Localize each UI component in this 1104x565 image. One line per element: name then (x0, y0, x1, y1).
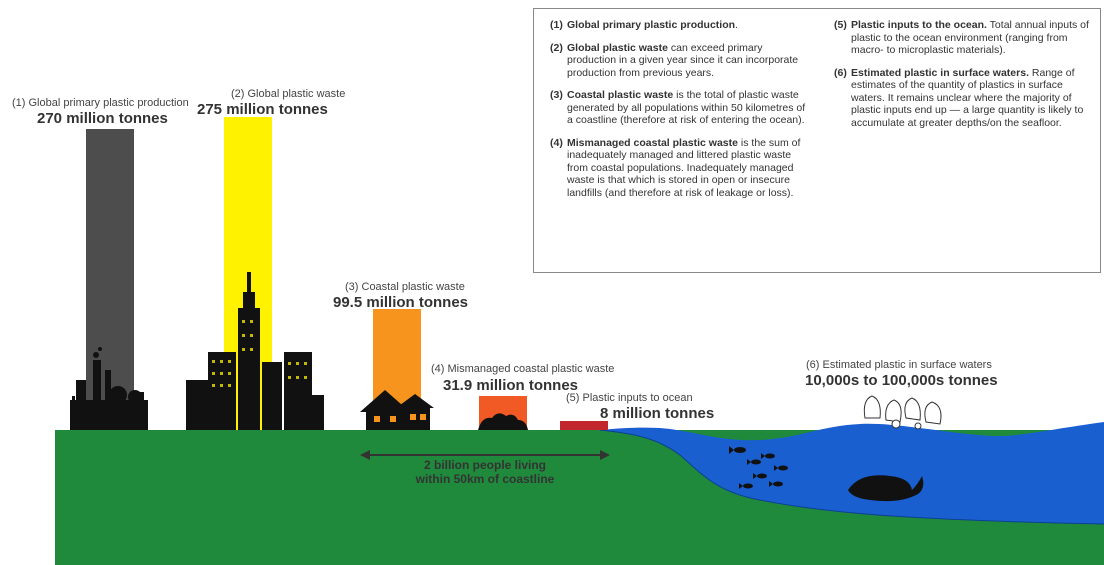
stage-5-label: (5) Plastic inputs to ocean (566, 392, 693, 404)
definition-item: (4) Mismanaged coastal plastic waste is t… (550, 137, 808, 200)
definition-number: (2) (550, 41, 563, 54)
definition-text: Total annual inputs of plastic to the oc… (851, 19, 1089, 56)
definition-text: Range of estimates of the quantity of pl… (851, 66, 1084, 129)
definition-number: (4) (550, 136, 563, 149)
definition-term: Coastal plastic waste (567, 89, 674, 101)
stage-3-value: 99.5 million tonnes (333, 294, 469, 311)
city-windows (212, 320, 307, 387)
definition-item: (5) Plastic inputs to the ocean. Total an… (834, 19, 1092, 57)
ocean (600, 422, 1104, 524)
definition-text: can exceed primary production in a given… (567, 41, 799, 79)
stage-4-label: (4) Mismanaged coastal plastic waste (431, 363, 615, 375)
definitions-right-column: (5) Plastic inputs to the ocean. Total an… (834, 19, 1092, 139)
coastal-population-note: 2 billion people living within 50km of c… (360, 458, 610, 486)
definitions-box: (1) Global primary plastic production. (2… (533, 8, 1101, 273)
plastic-bags-icon (863, 395, 942, 430)
people-line-1: 2 billion people living (423, 458, 546, 472)
definition-item: (3) Coastal plastic waste is the total of… (550, 89, 808, 127)
stage-3-label: (3) Coastal plastic waste (345, 281, 465, 293)
stage-1-label: (1) Global primary plastic production (12, 97, 189, 109)
definition-text: is the sum of inadequately managed and l… (567, 136, 801, 199)
definition-number: (5) (834, 19, 847, 31)
whale-icon (848, 475, 924, 502)
definition-text: . (735, 19, 738, 31)
double-arrow-icon (360, 450, 610, 460)
house-windows (374, 414, 426, 422)
skyscraper-icon (186, 272, 324, 430)
definition-term: Estimated plastic in surface waters. (851, 66, 1029, 79)
definition-number: (1) (550, 19, 563, 31)
definition-term: Global plastic waste (567, 41, 668, 54)
stage-6-label: (6) Estimated plastic in surface waters (806, 359, 992, 371)
definition-text: is the total of plastic waste generated … (567, 89, 806, 126)
definition-item: (6) Estimated plastic in surface waters. … (834, 67, 1092, 130)
definition-term: Global primary plastic production (567, 19, 736, 31)
garbage-pile-icon (478, 413, 528, 430)
stage-5-value: 8 million tonnes (600, 405, 715, 422)
definition-number: (6) (834, 66, 847, 79)
definitions-left-column: (1) Global primary plastic production. (2… (550, 19, 808, 209)
fish-icon (729, 446, 788, 489)
bar-ocean-inputs (560, 421, 608, 430)
stage-2-label: (2) Global plastic waste (231, 88, 346, 100)
stage-4-value: 31.9 million tonnes (443, 377, 579, 394)
definition-term: Mismanaged coastal plastic waste (567, 136, 738, 149)
definition-term: Plastic inputs to the ocean. (851, 19, 987, 31)
stage-1-value: 270 million tonnes (37, 110, 168, 127)
people-line-2: within 50km of coastline (415, 472, 555, 486)
stage-2-value: 275 million tonnes (197, 101, 328, 118)
definition-number: (3) (550, 89, 563, 101)
stage-6-value: 10,000s to 100,000s tonnes (805, 372, 998, 389)
definition-item: (1) Global primary plastic production. (550, 19, 808, 32)
definition-item: (2) Global plastic waste can exceed prima… (550, 42, 808, 80)
shoreline (599, 429, 1104, 525)
factory-icon (70, 347, 148, 430)
